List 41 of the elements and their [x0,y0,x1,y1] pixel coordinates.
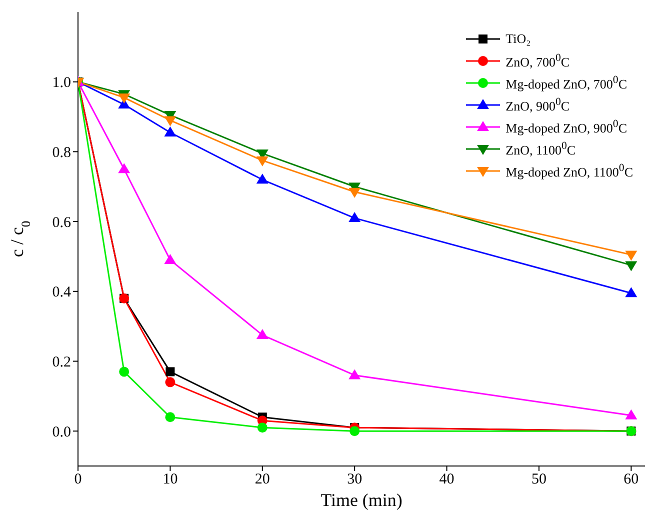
legend-label: Mg-doped ZnO, 1100$^{0}$C [506,162,633,180]
y-tick-label: 0.0 [52,424,71,440]
point [164,254,176,264]
x-tick-label: 10 [162,472,178,488]
point [165,412,176,422]
point [348,212,361,222]
point [625,250,638,261]
legend-label: ZnO, 700$^{0}$C [506,52,570,70]
point [257,422,268,433]
legend-label: TiO₂ [506,31,531,47]
x-tick-label: 60 [624,472,639,488]
legend-label: ZnO, 900$^{0}$C [506,96,570,114]
point [348,188,361,198]
point [625,261,638,272]
point [350,426,360,436]
y-tick-label: 0.6 [52,214,72,231]
x-tick-label: 20 [254,472,270,488]
point [348,369,361,380]
point [165,377,176,388]
x-tick-label: 50 [531,472,546,488]
y-tick-label: 0.8 [52,145,71,162]
x-tick-label: 0 [74,472,82,488]
y-tick-label: 1.0 [52,75,71,92]
legend-label: ZnO, 1100$^{0}$C [506,140,576,158]
point [164,116,176,126]
x-tick-label: 40 [439,472,454,488]
point [256,174,268,184]
point [256,329,268,340]
point [256,156,268,166]
y-tick-label: 0.2 [52,354,71,371]
point [118,94,130,104]
point [625,287,638,298]
legend-label: Mg-doped ZnO, 700$^{0}$C [506,74,627,92]
point [625,409,638,420]
point [118,163,130,174]
point [119,366,130,377]
point [166,367,175,376]
y-tick-label: 0.4 [52,284,72,301]
x-axis-title: Time (min) [320,490,402,510]
x-tick-label: 30 [347,472,362,488]
legend-label: Mg-doped ZnO, 900$^{0}$C [506,118,627,136]
